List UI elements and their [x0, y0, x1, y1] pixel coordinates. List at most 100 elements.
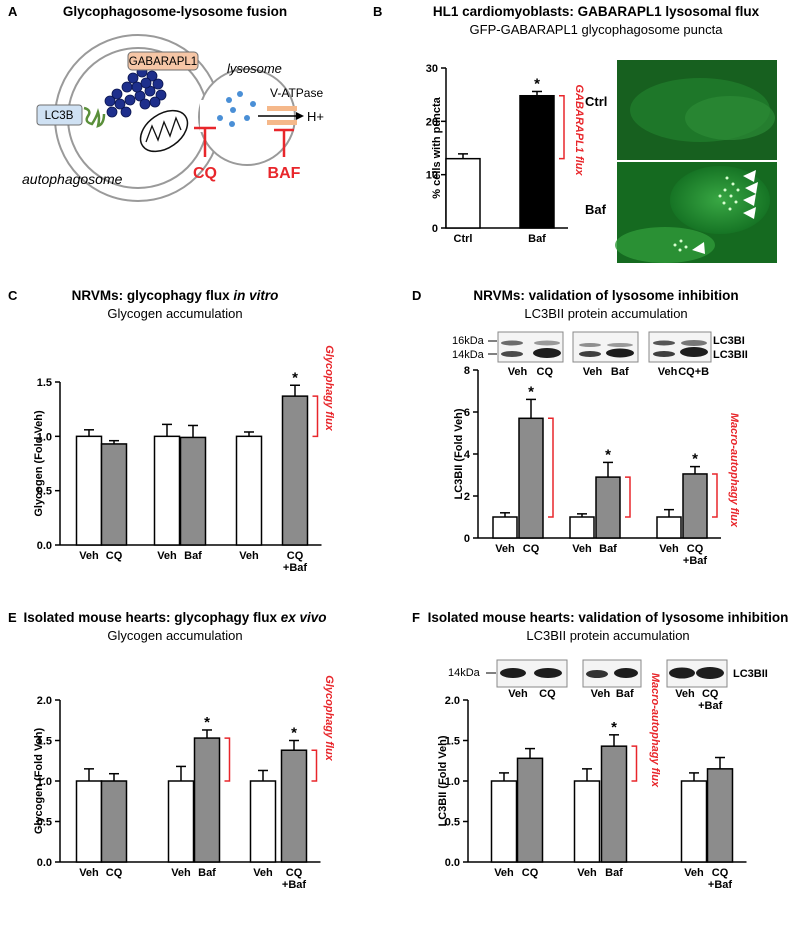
lc3bi-label: LC3BI: [713, 335, 745, 347]
x-category-label: CQ: [712, 867, 729, 879]
vatpase-pump-icon: [267, 106, 297, 111]
significance-star: *: [534, 75, 540, 92]
y-tick-label: 0: [464, 533, 470, 545]
micrograph-ctrl-label: Ctrl: [585, 94, 607, 109]
blot-lane-label: CQ+B: [678, 366, 709, 378]
panel-letter-f: F: [412, 610, 420, 625]
blot-lane-label: Veh: [591, 688, 611, 700]
blot-f: 14kDa LC3BII Veh CQ Veh Baf Veh CQ+Baf: [448, 659, 768, 712]
x-category-label: CQ: [106, 867, 123, 879]
blot-band: [534, 340, 560, 346]
bar-2: [167, 780, 195, 863]
x-category-label: Baf: [605, 867, 623, 879]
bar-2: [569, 516, 595, 539]
bar-0: [492, 516, 518, 539]
panel-c-title: NRVMs: glycophagy flux in vitro: [72, 288, 279, 303]
blot-box: Veh CQ: [496, 659, 568, 700]
blot-band: [579, 343, 601, 347]
bar-4: [680, 780, 708, 863]
blot-lane-label: +Baf: [698, 700, 722, 712]
chart-e: 0.0 0.5 1.0 1.5 2.0 Glycogen (Fold Veh) Veh CQ V…: [33, 675, 335, 891]
y-tick-label: 0.5: [445, 817, 460, 829]
blot-band: [533, 348, 561, 358]
x-category-label: Baf: [528, 233, 546, 245]
x-category-label: Veh: [157, 550, 177, 562]
blot-box: Veh CQ+B: [648, 331, 712, 378]
bar-5: [706, 768, 734, 863]
panel-a-title: Glycophagosome-lysosome fusion: [63, 4, 287, 19]
blot-lane-label: Veh: [675, 688, 695, 700]
x-category-label: +Baf: [283, 562, 307, 574]
flux-bracket: [712, 473, 718, 518]
x-category-label: CQ: [687, 543, 704, 555]
x-category-label: Veh: [239, 550, 259, 562]
blot-membrane: [572, 331, 639, 363]
flux-bracket: [631, 745, 638, 782]
lc3b-box: [36, 104, 83, 126]
x-category-label: Veh: [495, 543, 515, 555]
lysosome-label: lysosome: [227, 61, 282, 76]
bar-5: [281, 395, 309, 546]
kda-14-label: 14kDa: [452, 349, 485, 361]
kda-16-label: 16kDa: [452, 335, 485, 347]
blot-lane-label: Baf: [616, 688, 634, 700]
y-tick-label: 0.0: [37, 540, 52, 552]
bar-1: [100, 780, 128, 863]
significance-star: *: [528, 383, 534, 400]
panel-e-title: Isolated mouse hearts: glycophagy flux e…: [23, 610, 326, 625]
bar-0: [75, 780, 103, 863]
y-axis-label: Glycogen (Fold Veh): [33, 410, 45, 517]
blot-band: [500, 668, 526, 678]
cq-inhibitor-icon: [194, 126, 216, 157]
y-tick-label: 0.5: [37, 486, 52, 498]
y-tick-label: 1.5: [445, 736, 460, 748]
blot-lane-label: Veh: [508, 688, 528, 700]
bar-4: [249, 780, 277, 863]
panel-d-title: NRVMs: validation of lysosome inhibition: [473, 288, 738, 303]
x-category-label: Veh: [79, 867, 99, 879]
panel-b-title: HL1 cardiomyoblasts: GABARAPL1 lysosomal…: [433, 4, 760, 19]
blot-lane-label: CQ: [702, 688, 719, 700]
blot-band: [653, 340, 675, 346]
kda-14-label-f: 14kDa: [448, 667, 481, 679]
blot-lane-label: CQ: [539, 688, 556, 700]
y-tick-label: 0.0: [37, 857, 52, 869]
micrograph-baf-label: Baf: [585, 202, 607, 217]
blot-box: Veh CQ+Baf: [666, 659, 728, 712]
x-category-label: CQ: [523, 543, 540, 555]
x-category-label: Baf: [599, 543, 617, 555]
bar-2: [573, 780, 601, 863]
blot-lane-label: Veh: [658, 366, 678, 378]
y-tick-label: 4: [464, 449, 471, 461]
gabarapl1-label: GABARAPL1: [129, 56, 197, 68]
mitochondrion-icon: [139, 109, 189, 153]
blot-band: [501, 340, 523, 346]
blot-box: Veh Baf: [582, 659, 642, 700]
blot-band: [534, 668, 562, 678]
chart-b: 0 10 20 30 % cells with puncta Ctrl Baf * GABARA…: [426, 63, 585, 245]
panel-b-subtitle: GFP-GABARAPL1 glycophagosome puncta: [470, 22, 724, 37]
y-tick-label: 8: [464, 365, 470, 377]
bar-1: [100, 443, 128, 546]
baf-label: BAF: [268, 165, 301, 182]
vatpase-label: V-ATPase: [270, 86, 323, 100]
autophagosome-label: autophagosome: [22, 171, 123, 187]
flux-bracket: [548, 417, 554, 518]
y-tick-label: 6: [464, 407, 470, 419]
bar-1: [516, 757, 544, 863]
significance-star: *: [292, 369, 298, 386]
x-category-label: Veh: [684, 867, 704, 879]
x-category-label: Veh: [79, 550, 99, 562]
bar-4: [656, 516, 682, 539]
puncta: [673, 176, 740, 252]
bar-5: [280, 749, 308, 863]
y-tick-label: 1.0: [37, 776, 52, 788]
blot-d: 16kDa 14kDa LC3BI LC3BII Veh CQ Veh Baf Veh C…: [452, 331, 748, 378]
panel-f-title: Isolated mouse hearts: validation of lys…: [428, 610, 789, 625]
micrograph: Ctrl Baf: [585, 60, 777, 263]
panel-letter-d: D: [412, 288, 421, 303]
bar-4: [235, 435, 263, 546]
significance-star: *: [605, 446, 611, 463]
